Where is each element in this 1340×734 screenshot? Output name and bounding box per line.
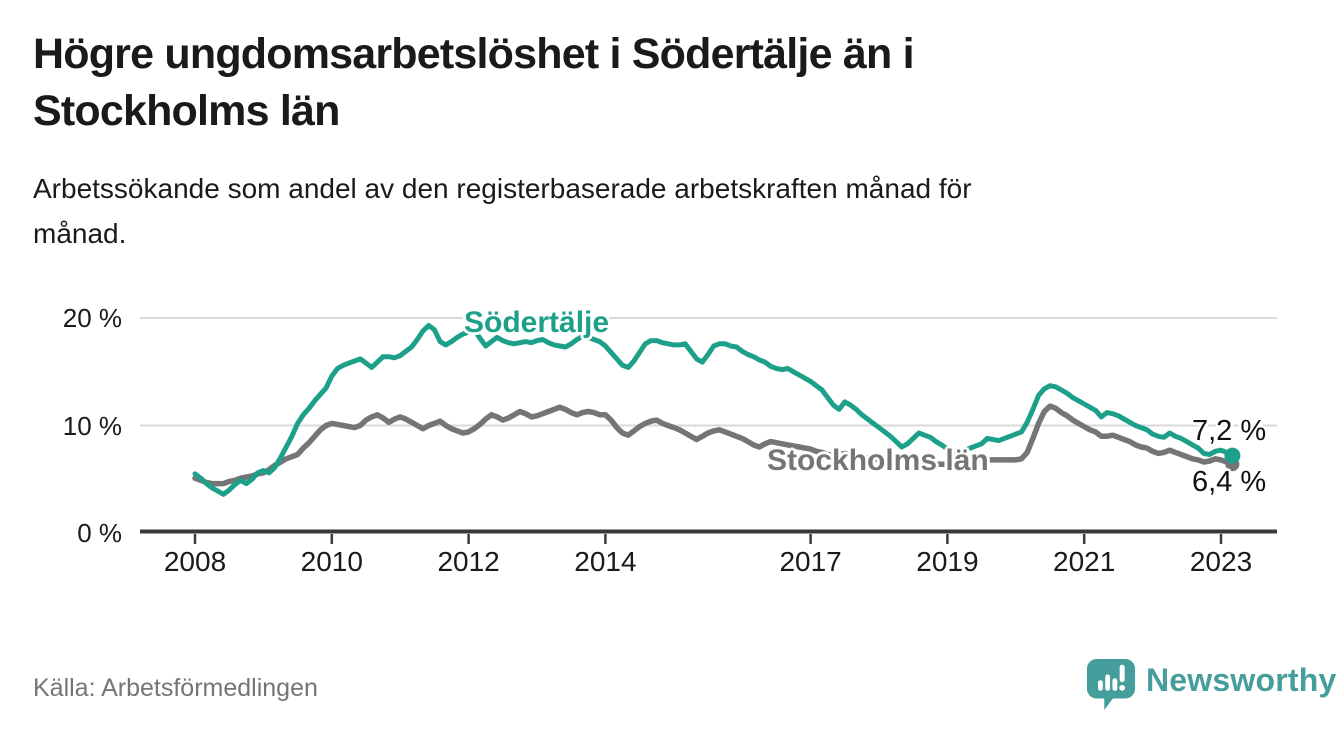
series-label-sodertalje: Södertälje xyxy=(464,306,610,339)
page-title-line1: Högre ungdomsarbetslöshet i Södertälje ä… xyxy=(33,30,915,78)
x-tick-label: 2023 xyxy=(1189,546,1253,577)
newsworthy-icon xyxy=(1086,659,1136,710)
x-tick-label: 2010 xyxy=(300,546,363,577)
x-tick-label: 2012 xyxy=(437,546,500,577)
source-attribution: Källa: Arbetsförmedlingen xyxy=(33,674,318,702)
y-tick-label: 10 % xyxy=(62,410,122,441)
chart-subtitle: Arbetssökande som andel av den registerb… xyxy=(33,166,1273,256)
series-line-sodertalje xyxy=(192,323,1235,497)
end-value-label-sodertalje: 7,2 % xyxy=(1192,415,1267,447)
x-axis xyxy=(140,529,1277,544)
chart-subtitle-line1: Arbetssökande som andel av den registerb… xyxy=(33,173,972,204)
newsworthy-logo: Newsworthy xyxy=(1086,656,1336,714)
x-tick-label: 2014 xyxy=(574,546,637,577)
page-title: Högre ungdomsarbetslöshet i Södertälje ä… xyxy=(33,26,1313,140)
x-tick-label: 2019 xyxy=(916,546,979,577)
y-tick-label: 0 % xyxy=(77,518,122,548)
x-tick-label: 2008 xyxy=(163,546,227,577)
data-series xyxy=(192,323,1236,497)
series-line-stockholms-lan xyxy=(192,403,1236,487)
end-dot-sodertalje xyxy=(1224,447,1241,464)
newsworthy-wordmark: Newsworthy xyxy=(1146,662,1337,698)
x-tick-label: 2017 xyxy=(779,546,842,577)
series-label-stockholms-lan: Stockholms län xyxy=(767,444,989,477)
end-point-dots xyxy=(1224,447,1241,472)
chart-subtitle-line2: månad. xyxy=(33,218,127,249)
page-title-line2: Stockholms län xyxy=(33,87,340,135)
end-value-label-stockholms-lan: 6,4 % xyxy=(1192,466,1267,498)
y-tick-label: 20 % xyxy=(62,303,122,333)
x-tick-label: 2021 xyxy=(1053,546,1116,577)
